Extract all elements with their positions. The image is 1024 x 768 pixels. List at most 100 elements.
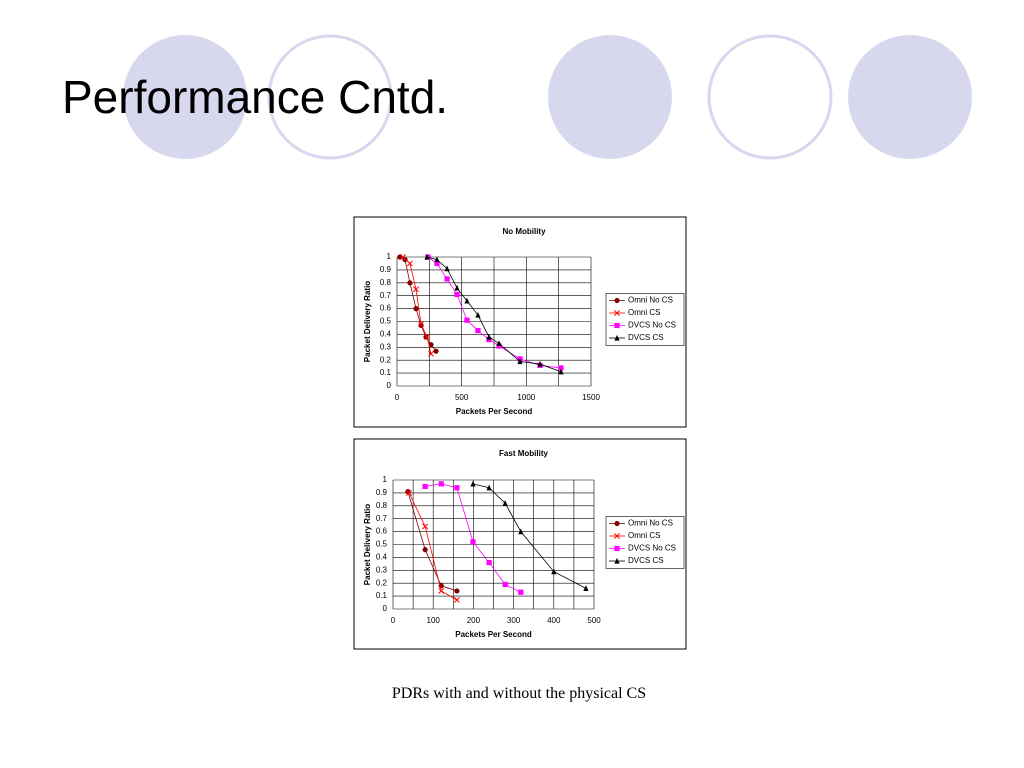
point bbox=[399, 254, 406, 260]
point bbox=[614, 520, 620, 527]
series-line bbox=[472, 483, 587, 589]
point bbox=[406, 489, 413, 496]
point bbox=[502, 581, 508, 588]
y-tick-label: 0.5 bbox=[376, 540, 388, 549]
point bbox=[518, 589, 524, 595]
point bbox=[424, 334, 430, 340]
point bbox=[454, 588, 460, 594]
point bbox=[551, 568, 557, 575]
point bbox=[464, 297, 470, 304]
y-tick-label: 0.6 bbox=[380, 304, 392, 313]
y-tick-label: 1 bbox=[383, 475, 388, 484]
point bbox=[424, 253, 430, 260]
y-axis-label: Packet Delivery Ratio bbox=[363, 504, 372, 585]
point bbox=[422, 483, 428, 490]
y-tick-label: 0 bbox=[387, 381, 392, 390]
deco-circle bbox=[848, 35, 972, 159]
y-tick-label: 0.9 bbox=[376, 488, 388, 497]
y-tick-label: 0.5 bbox=[380, 317, 392, 326]
legend-label: Omni CS bbox=[628, 308, 660, 317]
legend-label: DVCS CS bbox=[628, 333, 664, 342]
y-tick-label: 1 bbox=[387, 252, 392, 261]
x-tick-label: 200 bbox=[467, 616, 481, 625]
legend-label: Omni No CS bbox=[628, 519, 673, 528]
point bbox=[583, 585, 589, 591]
y-tick-label: 0 bbox=[383, 604, 388, 613]
deco-circle bbox=[123, 35, 247, 159]
caption: PDRs with and without the physical CS bbox=[392, 685, 646, 702]
y-tick-label: 0.6 bbox=[376, 527, 388, 536]
point bbox=[434, 260, 440, 267]
point bbox=[614, 533, 620, 539]
x-axis-label: Packets Per Second bbox=[455, 630, 532, 639]
chart: Fast Mobility 0 0.1 0.2 0.3 0.4 0.5 0.6 0.7 0.8 0.… bbox=[353, 438, 687, 650]
y-tick-label: 0.8 bbox=[380, 278, 392, 287]
point bbox=[413, 306, 419, 312]
x-tick-label: 0 bbox=[391, 616, 396, 625]
y-axis-label: Packet Delivery Ratio bbox=[363, 281, 372, 362]
deco-circle bbox=[267, 34, 393, 160]
point bbox=[614, 322, 620, 329]
point bbox=[433, 348, 439, 354]
x-tick-label: 1000 bbox=[517, 393, 535, 402]
legend-label: DVCS No CS bbox=[628, 321, 676, 330]
point bbox=[496, 340, 502, 347]
point bbox=[614, 545, 620, 552]
legend-label: Omni CS bbox=[628, 531, 660, 540]
point bbox=[470, 480, 476, 487]
y-tick-label: 0.1 bbox=[376, 591, 388, 600]
point bbox=[422, 547, 428, 553]
legend-label: Omni No CS bbox=[628, 296, 673, 305]
point bbox=[413, 286, 419, 293]
chart-title: Fast Mobility bbox=[499, 449, 548, 458]
point bbox=[614, 297, 620, 304]
point bbox=[475, 311, 481, 318]
y-tick-label: 0.2 bbox=[380, 355, 392, 364]
point bbox=[407, 280, 413, 286]
series-line bbox=[408, 492, 458, 601]
y-tick-label: 0.1 bbox=[380, 368, 392, 377]
point bbox=[614, 310, 620, 316]
y-tick-label: 0.3 bbox=[380, 342, 392, 351]
point bbox=[486, 559, 492, 566]
x-tick-label: 300 bbox=[507, 616, 521, 625]
point bbox=[464, 317, 470, 323]
point bbox=[454, 284, 460, 291]
point bbox=[434, 256, 440, 263]
y-tick-label: 0.4 bbox=[376, 553, 388, 562]
x-tick-label: 400 bbox=[547, 616, 561, 625]
y-tick-label: 0.3 bbox=[376, 565, 388, 574]
point bbox=[438, 587, 445, 594]
point bbox=[475, 327, 481, 334]
legend-label: DVCS CS bbox=[628, 556, 664, 565]
point bbox=[486, 484, 492, 491]
deco-circle bbox=[548, 35, 672, 159]
point bbox=[614, 334, 620, 341]
x-tick-label: 500 bbox=[455, 393, 469, 402]
point bbox=[428, 342, 434, 348]
point bbox=[470, 539, 476, 545]
x-tick-label: 500 bbox=[587, 616, 601, 625]
point bbox=[614, 557, 620, 564]
x-tick-label: 100 bbox=[427, 616, 441, 625]
y-tick-label: 0.2 bbox=[376, 578, 388, 587]
point bbox=[558, 368, 564, 375]
slide-title: Performance Cntd. bbox=[62, 71, 448, 123]
point bbox=[558, 365, 564, 371]
y-tick-label: 0.4 bbox=[380, 330, 392, 339]
series-line bbox=[407, 491, 458, 592]
chart: No Mobility 0 0.1 0.2 0.3 0.4 0.5 0.6 0.7 0.8 0.9 1… bbox=[353, 216, 687, 428]
point bbox=[438, 481, 444, 487]
x-tick-label: 0 bbox=[395, 393, 400, 402]
chart-title: No Mobility bbox=[502, 227, 546, 236]
legend-frame bbox=[605, 293, 685, 346]
point bbox=[428, 350, 434, 357]
legend-frame bbox=[605, 516, 685, 569]
point bbox=[502, 500, 508, 506]
point bbox=[454, 485, 460, 491]
point bbox=[517, 358, 523, 365]
x-tick-label: 1500 bbox=[582, 393, 600, 402]
deco-circle bbox=[707, 34, 833, 160]
point bbox=[444, 265, 450, 272]
